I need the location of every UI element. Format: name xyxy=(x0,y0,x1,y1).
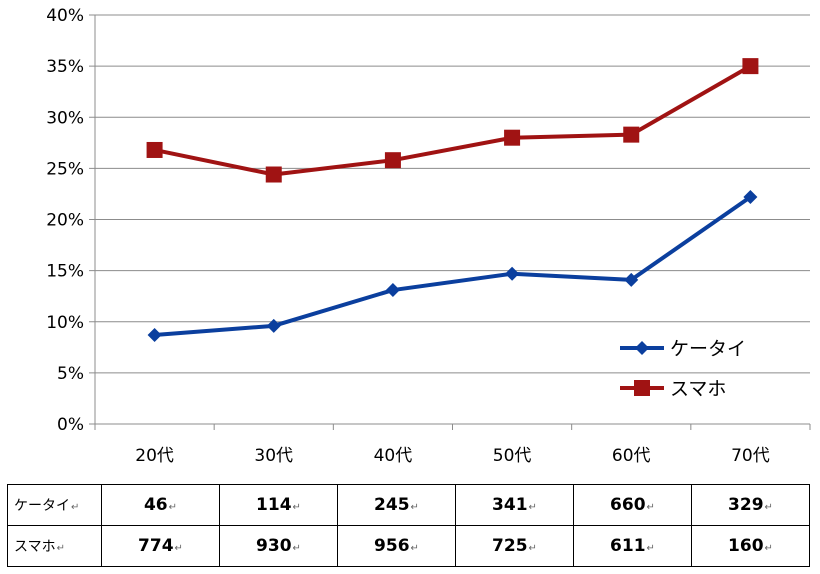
data-point xyxy=(265,166,282,183)
legend-label: スマホ xyxy=(670,378,726,400)
legend-item: ケータイ xyxy=(620,338,746,360)
table-cell: 774↵ xyxy=(101,525,220,567)
table-cell: 611↵ xyxy=(573,525,692,567)
y-tick-labels: 0% 5% 10% 15% 20% 25% 30% 35% 40% xyxy=(46,6,84,435)
return-mark: ↵ xyxy=(410,502,419,513)
data-point xyxy=(742,58,759,75)
cell-value: 660 xyxy=(610,495,646,515)
return-mark: ↵ xyxy=(292,502,301,513)
return-mark: ↵ xyxy=(168,502,178,513)
return-mark: ↵ xyxy=(174,543,183,554)
table-row: スマホ↵ 774↵ 930↵ 956↵ 725↵ 611↵ 160↵ xyxy=(7,525,810,567)
legend-item: スマホ xyxy=(620,378,726,400)
data-point xyxy=(146,141,163,158)
row-header: スマホ↵ xyxy=(7,525,102,567)
x-tick-label: 60代 xyxy=(612,446,651,466)
y-tick-label: 30% xyxy=(46,108,84,128)
y-tick-label: 0% xyxy=(57,415,84,435)
return-mark: ↵ xyxy=(56,543,65,554)
table-cell: 725↵ xyxy=(455,525,574,567)
legend-marker xyxy=(635,341,649,355)
axes xyxy=(89,14,811,430)
cell-value: 341 xyxy=(492,495,528,515)
y-tick-label: 40% xyxy=(46,6,84,26)
table-cell: 46↵ xyxy=(101,484,220,526)
x-tick-label: 40代 xyxy=(374,446,413,466)
row-header-label: スマホ xyxy=(14,539,56,555)
count-table: ケータイ↵ 46↵ 114↵ 245↵ 341↵ 660↵ 329↵ スマホ↵ 774↵ 930↵… xyxy=(7,484,810,567)
cell-value: 725 xyxy=(492,536,528,556)
data-point xyxy=(624,272,639,287)
cell-value: 774 xyxy=(138,536,174,556)
y-tick-label: 25% xyxy=(46,159,84,179)
x-tick-label: 30代 xyxy=(254,446,293,466)
cell-value: 245 xyxy=(374,495,410,515)
series-2 xyxy=(146,58,759,183)
y-tick-label: 20% xyxy=(46,211,84,231)
x-tick-label: 70代 xyxy=(731,446,770,466)
table-cell: 245↵ xyxy=(337,484,456,526)
cell-value: 160 xyxy=(728,536,764,556)
return-mark: ↵ xyxy=(764,502,773,513)
series-layer xyxy=(146,58,759,343)
table-cell: 341↵ xyxy=(455,484,574,526)
table-cell: 660↵ xyxy=(573,484,692,526)
row-header: ケータイ↵ xyxy=(7,484,102,526)
x-tick-label: 20代 xyxy=(135,446,174,466)
table-cell: 114↵ xyxy=(219,484,338,526)
return-mark: ↵ xyxy=(410,543,419,554)
return-mark: ↵ xyxy=(71,502,80,513)
series-line xyxy=(154,195,752,338)
return-mark: ↵ xyxy=(764,543,773,554)
line-chart: 0% 5% 10% 15% 20% 25% 30% 35% 40% 20代 30代 40代 50代 60… xyxy=(46,6,811,466)
series-1 xyxy=(147,190,758,343)
cell-value: 611 xyxy=(610,536,646,556)
return-mark: ↵ xyxy=(646,543,655,554)
row-header-label: ケータイ xyxy=(14,498,70,514)
return-mark: ↵ xyxy=(646,502,655,513)
cell-value: 329 xyxy=(728,495,764,515)
data-point xyxy=(504,129,521,146)
cell-value: 46 xyxy=(143,495,168,515)
cell-value: 956 xyxy=(374,536,410,556)
data-point xyxy=(385,283,400,298)
legend-marker xyxy=(634,380,650,396)
table-cell: 329↵ xyxy=(691,484,810,526)
y-tick-label: 15% xyxy=(46,262,84,282)
y-tick-label: 10% xyxy=(46,313,84,333)
return-mark: ↵ xyxy=(528,543,537,554)
data-point xyxy=(147,328,162,343)
data-point xyxy=(505,266,520,281)
data-point xyxy=(623,126,640,143)
x-tick-label: 50代 xyxy=(493,446,532,466)
cell-value: 114 xyxy=(256,495,292,515)
y-tick-label: 35% xyxy=(46,57,84,77)
series-line xyxy=(154,64,752,177)
legend-label: ケータイ xyxy=(670,338,746,360)
table-cell: 956↵ xyxy=(337,525,456,567)
data-point xyxy=(384,152,401,169)
gridlines xyxy=(95,14,810,374)
cell-value: 930 xyxy=(256,536,292,556)
table-cell: 160↵ xyxy=(691,525,810,567)
return-mark: ↵ xyxy=(528,502,537,513)
table-row: ケータイ↵ 46↵ 114↵ 245↵ 341↵ 660↵ 329↵ xyxy=(7,484,810,526)
data-point xyxy=(743,190,758,205)
data-point xyxy=(266,318,281,333)
x-tick-labels: 20代 30代 40代 50代 60代 70代 xyxy=(135,446,769,466)
table-cell: 930↵ xyxy=(219,525,338,567)
return-mark: ↵ xyxy=(292,543,301,554)
y-tick-label: 5% xyxy=(57,364,84,384)
